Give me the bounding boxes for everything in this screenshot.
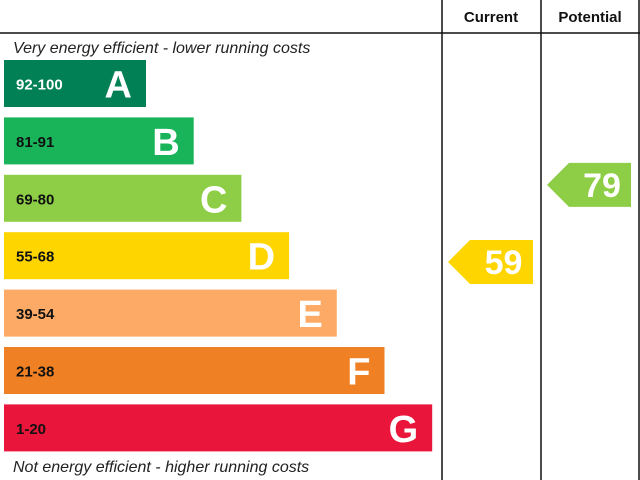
band-a-bar <box>4 60 146 107</box>
band-b-letter: B <box>152 122 179 164</box>
band-g-letter: G <box>389 409 419 451</box>
top-caption: Very energy efficient - lower running co… <box>13 40 310 57</box>
band-a-range: 92-100 <box>16 77 63 94</box>
current-column-header: Current <box>464 9 518 26</box>
potential-rating-value: 79 <box>583 167 621 205</box>
band-d-bar <box>4 232 290 280</box>
band-b-range: 81-91 <box>16 134 54 151</box>
current-rating-arrow <box>448 240 533 285</box>
band-b-bar <box>4 117 194 165</box>
band-g-bar <box>4 404 433 452</box>
potential-rating-arrow <box>547 162 631 207</box>
band-g-range: 1-20 <box>16 421 46 438</box>
band-f-bar <box>4 347 385 394</box>
band-c-letter: C <box>200 179 227 221</box>
current-rating-value: 59 <box>485 244 523 282</box>
band-a-letter: A <box>105 65 132 107</box>
bottom-caption: Not energy efficient - higher running co… <box>13 459 309 476</box>
band-f-range: 21-38 <box>16 364 54 381</box>
band-c-range: 69-80 <box>16 191 54 208</box>
band-f-letter: F <box>347 352 370 394</box>
band-e-range: 39-54 <box>16 306 55 323</box>
band-d-range: 55-68 <box>16 249 54 266</box>
potential-column-header: Potential <box>558 9 621 26</box>
band-d-letter: D <box>248 237 275 279</box>
band-e-letter: E <box>297 294 322 336</box>
band-e-bar <box>4 289 337 337</box>
rating-bands: 92-100 A 81-91 B 69-80 C 55-68 D 39-54 E 21-38 F 1-2… <box>4 60 433 452</box>
rating-arrows: 59 79 <box>448 162 631 285</box>
band-c-bar <box>4 174 242 222</box>
